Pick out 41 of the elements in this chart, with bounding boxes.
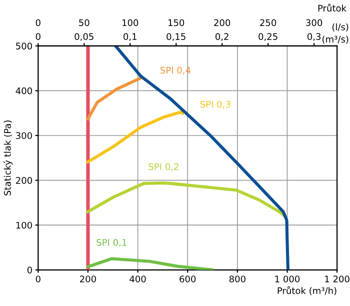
x-tick-label: 1 000 — [275, 276, 300, 282]
text: 0,25 — [258, 33, 278, 41]
text: 0,15 — [166, 33, 186, 41]
y-tick-label: 0 — [27, 266, 32, 274]
line-series — [86, 110, 184, 164]
y-tick-label: 400 — [16, 87, 32, 94]
y-axis-title: Statický tlak (Pa) — [3, 120, 13, 196]
x2-tick-label: 150 — [168, 19, 184, 26]
x-tick-label: 400 — [130, 276, 146, 282]
x-tick-label: 200 — [80, 276, 96, 282]
text: SPI 0,4 — [160, 66, 191, 75]
text: 0,1 — [124, 33, 136, 41]
x2-tick-label: 200 — [214, 19, 230, 26]
x-tick-label: 600 — [180, 276, 196, 282]
line-series — [86, 76, 142, 120]
text: 0,05 — [74, 33, 94, 41]
x-tick-label: 1 200 — [325, 276, 350, 282]
text: SPI 0,3 — [200, 100, 230, 109]
x2-tick-label: 250 — [260, 19, 276, 26]
line-series — [86, 181, 286, 218]
line-series — [86, 257, 214, 270]
x-axis-title: Průtok (m³/h) — [278, 286, 336, 296]
y-tick-label: 200 — [16, 177, 32, 184]
y-tick-label: 500 — [16, 42, 32, 50]
x-tick-label: 0 — [36, 276, 40, 282]
text: 0,2 — [216, 33, 228, 41]
x2-tick-label: 50 — [79, 19, 90, 26]
x2-tick-label: 0 — [36, 19, 40, 26]
series-label: SPI 0,2 — [148, 163, 178, 172]
text: 0,3 — [307, 33, 321, 41]
text: Průtok — [318, 4, 346, 12]
text: 0 — [36, 33, 40, 40]
x2-tick-label: 100 — [122, 19, 138, 26]
series-label: SPI 0,1 — [96, 239, 126, 247]
x2-axis-title: (l/s) — [332, 23, 348, 32]
y-tick-label: 300 — [16, 132, 32, 140]
line-series — [114, 46, 290, 270]
x-tick-label: 800 — [229, 276, 246, 282]
y-tick-label: 100 — [16, 222, 32, 229]
x2-tick-label: 300 — [306, 19, 322, 26]
text: (m³/s) — [322, 36, 348, 44]
